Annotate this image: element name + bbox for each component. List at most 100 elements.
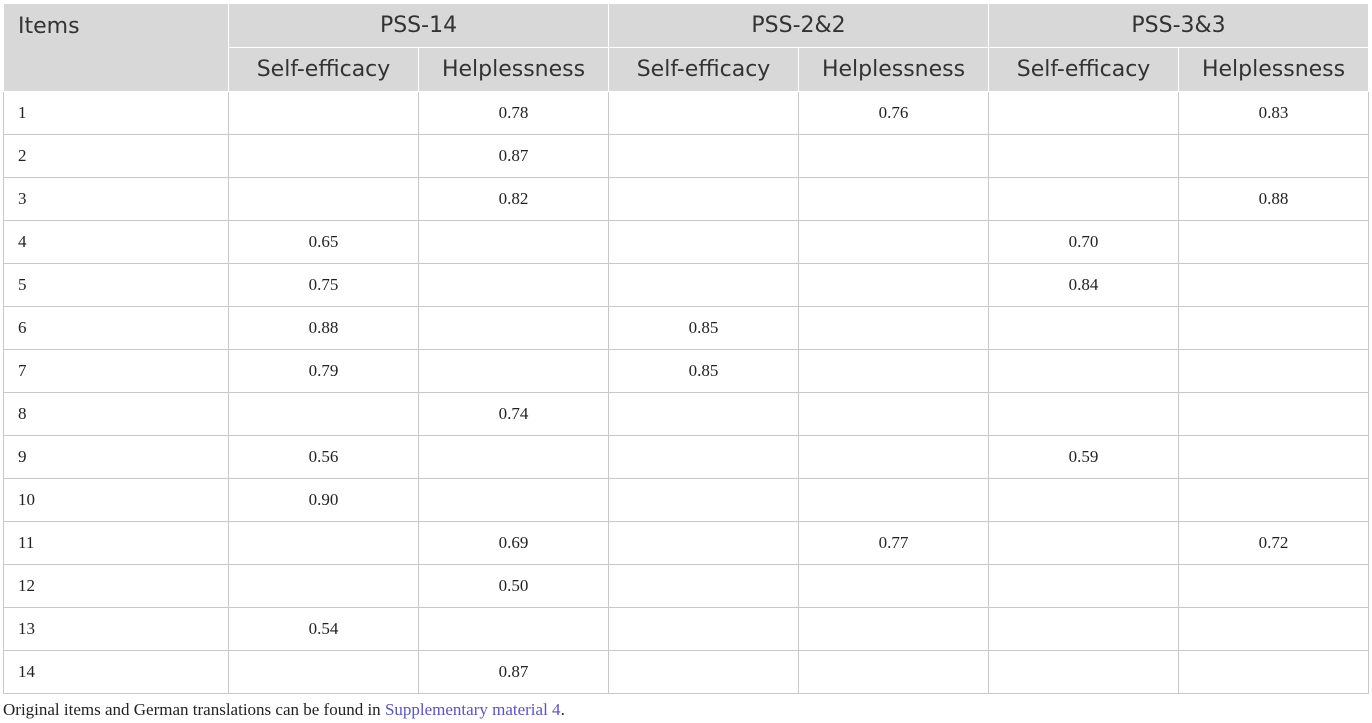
loading-cell	[608, 650, 800, 694]
loading-cell	[417, 435, 610, 479]
loading-cell: 0.88	[1178, 177, 1370, 221]
loading-cell	[988, 177, 1180, 221]
loading-cell: 0.72	[1178, 521, 1370, 565]
loading-cell: 0.59	[988, 435, 1180, 479]
loading-cell	[608, 521, 800, 565]
loading-cell	[1178, 435, 1370, 479]
loading-cell	[228, 134, 419, 178]
loading-cell	[417, 607, 610, 651]
loading-cell	[798, 564, 990, 608]
item-number-cell: 8	[3, 392, 229, 436]
item-number-cell: 9	[3, 435, 229, 479]
loading-cell: 0.75	[228, 263, 419, 307]
loading-cell: 0.79	[228, 349, 419, 393]
loading-cell	[798, 435, 990, 479]
loading-cell: 0.87	[417, 134, 610, 178]
loading-cell	[798, 177, 990, 221]
table-row: 10 0.90	[3, 478, 1370, 522]
item-number-cell: 6	[3, 306, 229, 350]
table-body: 1 0.78 0.76 0.83 2 0.87 3 0.82 0.88 4 0.65 0.70 5 0.7…	[3, 91, 1370, 694]
item-number-cell: 1	[3, 91, 229, 135]
loading-cell	[988, 650, 1180, 694]
item-number-cell: 10	[3, 478, 229, 522]
loading-cell	[1178, 134, 1370, 178]
loading-cell: 0.70	[988, 220, 1180, 264]
loading-cell	[988, 134, 1180, 178]
table-row: 13 0.54	[3, 607, 1370, 651]
loading-cell	[988, 564, 1180, 608]
subheader-helplessness: Helplessness	[798, 47, 990, 92]
loading-cell	[988, 91, 1180, 135]
loading-cell	[417, 220, 610, 264]
subheader-self-efficacy: Self-efficacy	[988, 47, 1180, 92]
loading-cell	[608, 177, 800, 221]
table-row: 11 0.69 0.77 0.72	[3, 521, 1370, 565]
subheader-self-efficacy: Self-efficacy	[228, 47, 419, 92]
item-number-cell: 13	[3, 607, 229, 651]
loading-cell	[228, 91, 419, 135]
loading-cell	[798, 220, 990, 264]
loading-cell: 0.69	[417, 521, 610, 565]
loading-cell	[608, 564, 800, 608]
loading-cell	[798, 650, 990, 694]
loading-cell	[988, 478, 1180, 522]
loading-cell	[228, 177, 419, 221]
loading-cell: 0.56	[228, 435, 419, 479]
table-row: 14 0.87	[3, 650, 1370, 694]
loading-cell	[228, 392, 419, 436]
loading-cell	[798, 306, 990, 350]
item-number-cell: 4	[3, 220, 229, 264]
loading-cell	[798, 478, 990, 522]
loading-cell	[608, 263, 800, 307]
loading-cell	[1178, 392, 1370, 436]
loading-cell	[1178, 478, 1370, 522]
loading-cell: 0.84	[988, 263, 1180, 307]
loading-cell: 0.82	[417, 177, 610, 221]
loading-cell	[988, 306, 1180, 350]
loading-cell: 0.77	[798, 521, 990, 565]
loading-cell	[417, 478, 610, 522]
loading-cell	[608, 478, 800, 522]
loading-cell	[1178, 564, 1370, 608]
loading-cell	[1178, 306, 1370, 350]
table-row: 9 0.56 0.59	[3, 435, 1370, 479]
loading-cell	[798, 392, 990, 436]
table-row: 4 0.65 0.70	[3, 220, 1370, 264]
table-row: 2 0.87	[3, 134, 1370, 178]
loading-cell: 0.85	[608, 306, 800, 350]
loading-cell: 0.74	[417, 392, 610, 436]
loading-cell: 0.88	[228, 306, 419, 350]
table-row: 6 0.88 0.85	[3, 306, 1370, 350]
subheader-helplessness: Helplessness	[1178, 47, 1370, 92]
group-header-pss-14: PSS-14	[227, 3, 610, 48]
loading-cell	[608, 134, 800, 178]
loading-cell	[988, 392, 1180, 436]
loading-cell: 0.78	[417, 91, 610, 135]
item-number-cell: 5	[3, 263, 229, 307]
loading-cell	[608, 435, 800, 479]
table-row: 3 0.82 0.88	[3, 177, 1370, 221]
loading-cell	[988, 349, 1180, 393]
loading-cell	[988, 521, 1180, 565]
supplementary-material-link[interactable]: Supplementary material 4	[384, 700, 561, 719]
loading-cell	[228, 650, 419, 694]
item-number-cell: 7	[3, 349, 229, 393]
loading-cell	[1178, 263, 1370, 307]
loading-cell	[798, 263, 990, 307]
loading-cell	[608, 607, 800, 651]
table-footnote: Original items and German translations c…	[3, 700, 565, 720]
loading-cell	[608, 392, 800, 436]
loading-cell: 0.87	[417, 650, 610, 694]
loading-cell	[1178, 220, 1370, 264]
loading-cell	[417, 263, 610, 307]
loading-cell	[798, 134, 990, 178]
loading-cell	[798, 349, 990, 393]
loading-cell: 0.83	[1178, 91, 1370, 135]
loading-cell: 0.76	[798, 91, 990, 135]
loading-cell	[228, 564, 419, 608]
table-row: 7 0.79 0.85	[3, 349, 1370, 393]
loading-cell	[608, 220, 800, 264]
loading-cell: 0.54	[228, 607, 419, 651]
loading-cell	[228, 521, 419, 565]
footnote-text: Original items and German translations c…	[3, 700, 385, 719]
